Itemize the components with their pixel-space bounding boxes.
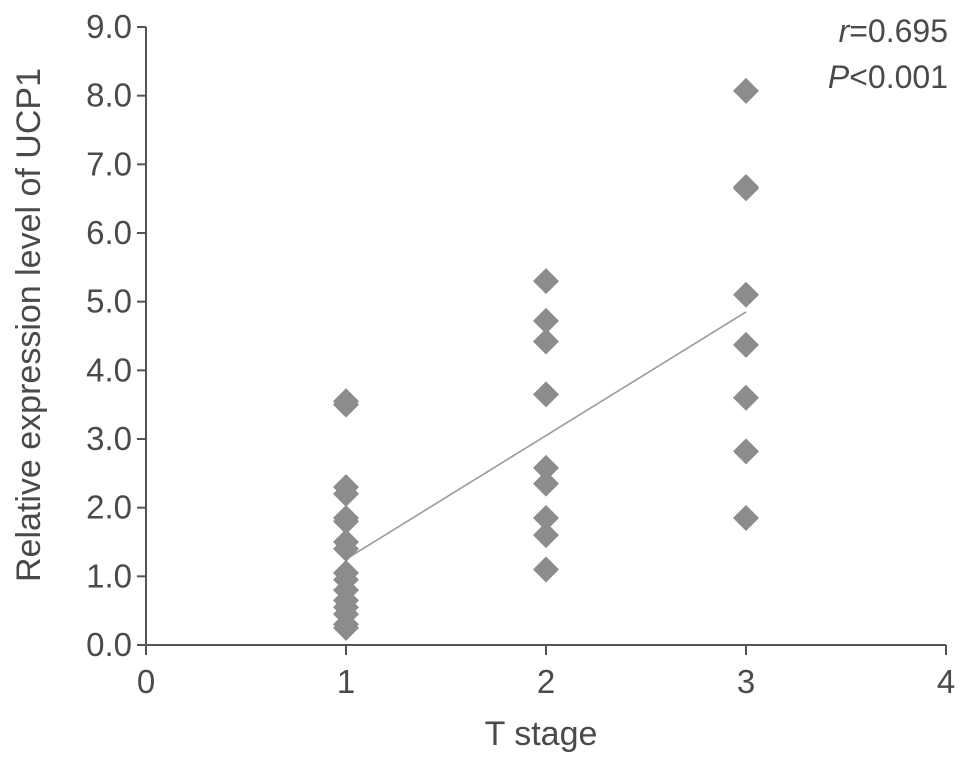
y-tick-label: 5.0 <box>86 283 132 320</box>
r-symbol: r <box>839 13 851 49</box>
r-value: =0.695 <box>849 13 948 49</box>
y-tick-label: 7.0 <box>86 145 132 182</box>
data-point <box>733 77 759 104</box>
x-tick-label: 1 <box>337 663 355 700</box>
correlation-annotation: r=0.695 <box>839 13 948 49</box>
data-point <box>333 508 359 535</box>
data-points <box>333 77 759 641</box>
trendline <box>345 311 747 560</box>
data-point <box>733 438 759 465</box>
y-axis-label: Relative expression level of UCP1 <box>10 68 48 582</box>
data-point <box>533 522 559 549</box>
data-point <box>733 504 759 531</box>
data-point <box>533 268 559 295</box>
y-tick-label: 3.0 <box>86 420 132 457</box>
data-point <box>533 328 559 355</box>
data-point <box>533 470 559 497</box>
x-tick-label: 4 <box>937 663 955 700</box>
x-tick-label: 0 <box>137 663 155 700</box>
data-point <box>533 556 559 583</box>
y-tick-label: 0.0 <box>86 626 132 663</box>
x-tick-label: 3 <box>737 663 755 700</box>
data-point <box>533 454 559 481</box>
data-point <box>333 535 359 562</box>
y-tick-label: 6.0 <box>86 214 132 251</box>
data-point <box>333 614 359 641</box>
y-tick-label: 4.0 <box>86 351 132 388</box>
data-point <box>733 384 759 411</box>
data-point <box>733 331 759 358</box>
data-point <box>333 480 359 507</box>
data-point <box>533 381 559 408</box>
data-point <box>733 281 759 308</box>
x-axis-label: T stage <box>485 715 598 753</box>
p-value: <0.001 <box>849 59 948 95</box>
data-point <box>533 307 559 334</box>
p-symbol: P <box>828 59 850 95</box>
data-point <box>533 504 559 531</box>
trendline-group <box>345 311 747 560</box>
y-tick-label: 8.0 <box>86 77 132 114</box>
p-value-annotation: P<0.001 <box>828 59 948 95</box>
data-point <box>733 175 759 202</box>
data-point <box>333 391 359 418</box>
tick-labels: 0.0 1.0 2.0 3.0 4.0 5.0 6.0 7.0 8.0 9.0 0 1 2 3 4 <box>86 8 955 700</box>
y-tick-label: 1.0 <box>86 557 132 594</box>
y-tick-label: 9.0 <box>86 8 132 45</box>
y-tick-label: 2.0 <box>86 489 132 526</box>
x-tick-label: 2 <box>537 663 555 700</box>
axes <box>137 26 947 655</box>
